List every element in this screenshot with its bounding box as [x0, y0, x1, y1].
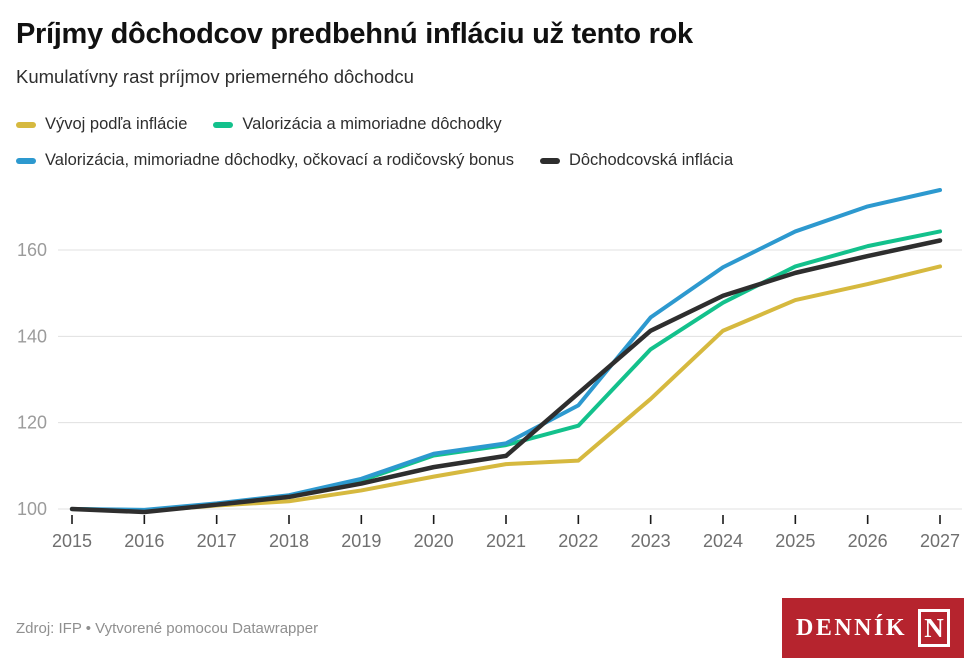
legend-swatch-blue-icon	[16, 157, 36, 164]
series-line-1[interactable]	[70, 229, 942, 513]
legend-item-valorization: Valorizácia a mimoriadne dôchodky	[213, 115, 502, 134]
x-axis-label-2016: 2016	[124, 531, 164, 551]
dennik-n-box-icon: N	[918, 609, 950, 647]
x-axis-label-2023: 2023	[631, 531, 671, 551]
x-axis-label-2025: 2025	[775, 531, 815, 551]
y-axis-label-140: 140	[17, 327, 47, 347]
legend-label: Dôchodcovská inflácia	[568, 151, 734, 170]
series-line-2[interactable]	[70, 188, 942, 513]
x-axis-label-2024: 2024	[703, 531, 743, 551]
x-axis-label-2020: 2020	[414, 531, 454, 551]
chart-canvas: 100 120 140 160 2015 2016 2017 2018 2019 2020 2021…	[17, 188, 962, 551]
x-axis-label-2017: 2017	[197, 531, 237, 551]
y-axis-label-120: 120	[17, 413, 47, 433]
dennik-logo-text: DENNÍK	[795, 615, 907, 641]
legend-swatch-green-icon	[213, 121, 234, 128]
x-axis-label-2015: 2015	[52, 531, 92, 551]
legend-swatch-yellow-icon	[16, 121, 36, 128]
page-title: Príjmy dôchodcov predbehnú infláciu už t…	[16, 18, 693, 50]
x-axis-label-2021: 2021	[486, 531, 526, 551]
dennik-n-logo: DENNÍK N	[781, 598, 964, 658]
legend-row-1: Vývoj podľa inflácie Valorizácia a mimor…	[16, 115, 964, 134]
page-subtitle: Kumulatívny rast príjmov priemerného dôc…	[16, 66, 414, 88]
legend-label: Valorizácia a mimoriadne dôchodky	[242, 115, 502, 134]
series-line-3[interactable]	[69, 238, 943, 515]
chart-footer: Zdroj: IFP • Vytvorené pomocou Datawrapp…	[0, 598, 980, 658]
legend-swatch-black-icon	[539, 157, 560, 164]
source-attribution: Zdroj: IFP • Vytvorené pomocou Datawrapp…	[16, 619, 319, 637]
chart-header: Príjmy dôchodcov predbehnú infláciu už t…	[0, 0, 980, 88]
x-axis-label-2019: 2019	[341, 531, 381, 551]
legend-label: Vývoj podľa inflácie	[45, 115, 188, 134]
legend: Vývoj podľa inflácie Valorizácia a mimor…	[0, 115, 980, 170]
y-axis-label-160: 160	[17, 240, 47, 260]
x-axis-label-2022: 2022	[558, 531, 598, 551]
legend-item-valorization-bonuses: Valorizácia, mimoriadne dôchodky, očkova…	[16, 151, 514, 170]
x-axis-label-2027: 2027	[920, 531, 960, 551]
chart-area: 100 120 140 160 2015 2016 2017 2018 2019 2020 2021…	[0, 178, 980, 563]
series-line-0[interactable]	[70, 264, 942, 514]
y-axis-label-100: 100	[17, 499, 47, 519]
legend-item-pensioner-inflation: Dôchodcovská inflácia	[539, 151, 734, 170]
x-axis-label-2018: 2018	[269, 531, 309, 551]
legend-label: Valorizácia, mimoriadne dôchodky, očkova…	[45, 151, 514, 170]
x-axis-label-2026: 2026	[848, 531, 888, 551]
legend-row-2: Valorizácia, mimoriadne dôchodky, očkova…	[16, 151, 964, 170]
legend-item-inflation-path: Vývoj podľa inflácie	[16, 115, 187, 134]
